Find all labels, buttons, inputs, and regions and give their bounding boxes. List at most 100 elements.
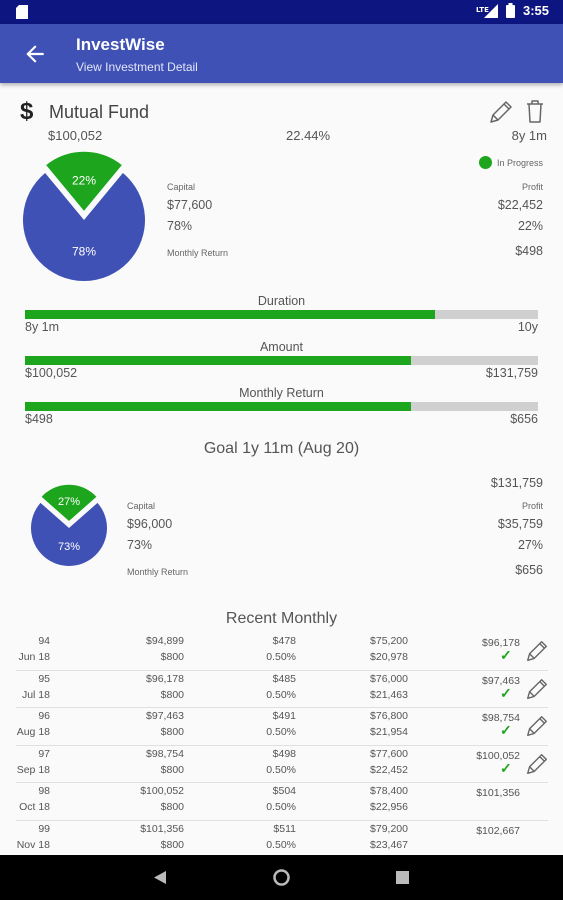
row-rate: 0.50% xyxy=(266,651,296,663)
elapsed-duration: 8y 1m xyxy=(511,128,547,143)
row-edit-icon[interactable] xyxy=(524,713,550,739)
progress-left-value: $498 xyxy=(25,412,53,426)
nav-recents-icon[interactable] xyxy=(396,871,409,884)
goal-target-value: $131,759 xyxy=(490,476,543,490)
row-profit: $21,463 xyxy=(370,688,408,701)
goal-profit-percent: 27% xyxy=(517,538,543,552)
row-profit: $22,956 xyxy=(370,801,408,813)
progress-label: Duration xyxy=(257,294,306,308)
row-new-value: $100,052 xyxy=(476,749,520,762)
row-number: 94 xyxy=(38,635,50,647)
profit-label: Profit xyxy=(521,182,543,192)
row-number: 96 xyxy=(38,710,50,722)
row-return: $504 xyxy=(272,785,296,797)
row-profit: $22,452 xyxy=(370,763,408,776)
row-edit-icon[interactable] xyxy=(524,751,550,777)
row-return: $491 xyxy=(272,710,296,722)
completed-check-icon: ✓ xyxy=(500,647,512,663)
row-divider xyxy=(16,669,548,671)
progress-label: Monthly Return xyxy=(239,386,324,400)
row-divider xyxy=(16,819,548,821)
progress-bar-fill xyxy=(25,310,436,319)
navigation-bar xyxy=(0,855,563,900)
row-profit: $20,978 xyxy=(370,651,408,663)
row-value: $94,899 xyxy=(146,635,184,647)
status-label: In Progress xyxy=(496,157,543,168)
row-capital: $75,200 xyxy=(370,635,408,647)
progress-left-value: 8y 1m xyxy=(25,320,60,334)
goal-profit-value: $35,759 xyxy=(497,517,543,531)
row-value: $96,178 xyxy=(146,672,184,685)
row-divider xyxy=(16,707,548,708)
delete-icon[interactable] xyxy=(524,97,546,125)
current-value: $100,052 xyxy=(48,128,103,143)
row-number: 98 xyxy=(38,785,50,797)
goal-monthly-return-value: $656 xyxy=(515,563,543,577)
table-row: 98 Oct 18 $100,052 $800 $504 0.50% $78,400 $22,… xyxy=(0,783,563,821)
row-edit-icon[interactable] xyxy=(524,676,550,702)
sd-card-icon xyxy=(16,5,28,19)
capital-slice-label: 78% xyxy=(72,244,96,258)
nav-home-icon[interactable] xyxy=(273,869,290,886)
svg-text:LTE: LTE xyxy=(476,6,489,14)
row-deposit: $800 xyxy=(160,651,184,663)
lte-signal-icon: LTE xyxy=(476,3,498,18)
progress-bar-fill xyxy=(25,402,412,411)
progress-bar xyxy=(25,310,538,319)
edit-icon[interactable] xyxy=(487,98,515,126)
return-percent: 22.44% xyxy=(286,128,331,143)
row-number: 97 xyxy=(38,747,50,760)
row-new-value: $101,356 xyxy=(476,787,520,799)
row-month: Jun 18 xyxy=(18,651,50,663)
row-deposit: $800 xyxy=(160,801,184,813)
goal-title: Goal 1y 11m (Aug 20) xyxy=(203,440,360,457)
capital-slice xyxy=(31,502,108,566)
progress-bar xyxy=(25,356,538,365)
app-title: InvestWise xyxy=(76,35,165,54)
table-row: 99 Nov 18 $101,356 $800 $511 0.50% $79,200 $23,… xyxy=(0,821,563,859)
status-dot-icon xyxy=(478,156,492,169)
table-row: 97 Sep 18 $98,754 $800 $498 0.50% $77,600 $22,4… xyxy=(0,746,563,783)
profit-slice xyxy=(39,483,99,523)
row-new-value: $97,463 xyxy=(482,674,520,687)
completed-check-icon: ✓ xyxy=(500,684,512,701)
monthly-return-value: $498 xyxy=(515,244,543,258)
row-return: $511 xyxy=(273,822,296,835)
app-bar: InvestWise View Investment Detail xyxy=(0,24,563,83)
row-month: Nov 18 xyxy=(16,838,50,851)
profit-slice-label: 27% xyxy=(58,496,80,508)
row-divider xyxy=(16,782,548,783)
row-capital: $78,400 xyxy=(370,785,408,797)
goal-monthly-return-label: Monthly Return xyxy=(127,567,189,577)
capital-slice-label: 73% xyxy=(58,541,80,553)
row-return: $498 xyxy=(272,747,296,760)
completed-check-icon: ✓ xyxy=(500,722,512,738)
row-month: Jul 18 xyxy=(21,688,50,701)
nav-back-icon[interactable] xyxy=(153,870,167,885)
back-arrow-icon[interactable] xyxy=(22,41,48,67)
capital-slice xyxy=(22,172,145,281)
app-subtitle: View Investment Detail xyxy=(76,60,198,74)
row-rate: 0.50% xyxy=(266,801,296,813)
row-month: Sep 18 xyxy=(16,763,50,776)
row-rate: 0.50% xyxy=(266,838,296,851)
row-return: $478 xyxy=(272,635,296,647)
goal-capital-label: Capital xyxy=(127,501,156,511)
row-month: Aug 18 xyxy=(16,726,50,738)
row-value: $101,356 xyxy=(140,822,184,835)
dollar-icon: $ xyxy=(20,98,34,125)
profit-slice xyxy=(44,150,124,214)
status-indicator: In Progress xyxy=(478,156,543,169)
row-new-value: $96,178 xyxy=(482,637,520,649)
row-deposit: $800 xyxy=(160,688,184,701)
row-profit: $21,954 xyxy=(370,726,408,738)
row-capital: $76,800 xyxy=(370,710,408,722)
capital-label: Capital xyxy=(167,182,196,192)
progress-right-value: 10y xyxy=(517,320,538,334)
progress-label: Amount xyxy=(259,340,304,354)
row-number: 99 xyxy=(38,822,50,835)
row-deposit: $800 xyxy=(160,838,184,851)
row-month: Oct 18 xyxy=(19,801,50,813)
capital-percent: 78% xyxy=(167,219,193,233)
row-edit-icon[interactable] xyxy=(524,638,550,664)
